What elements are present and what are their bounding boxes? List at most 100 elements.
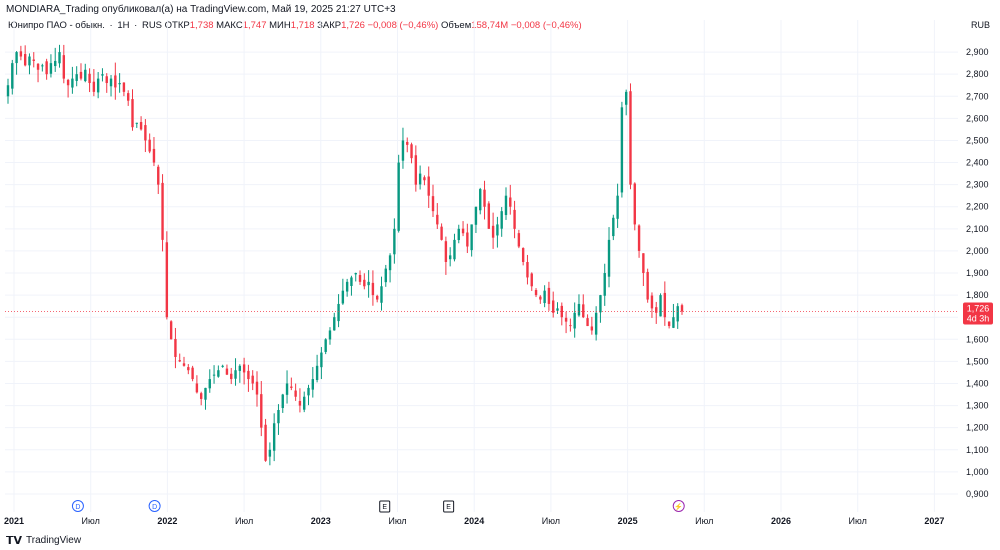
currency-label: RUB bbox=[971, 20, 990, 30]
earnings-icon bbox=[443, 500, 455, 513]
publisher-header: MONDIARA_Trading опубликовал(а) на Tradi… bbox=[6, 4, 396, 15]
y-tick-label: 2,200 bbox=[966, 202, 989, 212]
candle-body bbox=[324, 339, 327, 352]
candle-body bbox=[208, 379, 211, 389]
candle-body bbox=[182, 363, 186, 366]
candle-body bbox=[251, 375, 254, 384]
candle-body bbox=[406, 141, 409, 145]
interval-label[interactable]: 1Н bbox=[117, 20, 130, 31]
y-tick-label: 2,500 bbox=[966, 135, 989, 145]
brand-name: TradingView bbox=[26, 535, 82, 546]
candle-body bbox=[84, 69, 87, 82]
candle-body bbox=[96, 78, 100, 93]
candle-body bbox=[79, 71, 83, 79]
candle-body bbox=[573, 312, 576, 329]
candle-body bbox=[54, 60, 57, 67]
candle-body bbox=[358, 274, 362, 282]
x-tick-label: Июл bbox=[82, 516, 100, 526]
event-symbol: E bbox=[382, 504, 387, 511]
x-tick-label: Июл bbox=[235, 516, 253, 526]
candle-body bbox=[230, 373, 233, 380]
event-symbol: ⚡ bbox=[674, 502, 683, 511]
candle-body bbox=[457, 228, 460, 241]
candle-body bbox=[118, 83, 121, 85]
low-label: МИН bbox=[269, 20, 291, 31]
candle-body bbox=[238, 365, 242, 371]
candle-body bbox=[496, 224, 499, 236]
candle-body bbox=[28, 56, 31, 66]
close-label: ЗАКР bbox=[317, 20, 342, 31]
candle-body bbox=[586, 318, 589, 327]
event-marker-earnings[interactable]: E bbox=[379, 500, 391, 513]
candle-body bbox=[135, 122, 138, 124]
candle-body bbox=[178, 360, 181, 362]
candle-body bbox=[444, 241, 448, 262]
candle-body bbox=[367, 281, 370, 286]
candle-body bbox=[221, 365, 224, 367]
candle-body bbox=[564, 317, 568, 322]
candle-body bbox=[49, 63, 53, 74]
candle-body bbox=[642, 253, 645, 274]
candle-body bbox=[431, 196, 435, 212]
candle-body bbox=[500, 211, 503, 229]
y-axis[interactable]: 2,900 2,800 2,700 2,600 2,500 2,400 2,300 2,200… bbox=[966, 47, 989, 499]
event-marker-dividend[interactable]: D bbox=[71, 500, 84, 512]
candle-body bbox=[19, 51, 23, 57]
event-marker-event[interactable]: ⚡ bbox=[672, 500, 685, 512]
candle-body bbox=[122, 82, 126, 92]
candle-body bbox=[620, 107, 624, 193]
candle-body bbox=[410, 144, 413, 159]
candle-body bbox=[307, 387, 310, 396]
events: D D E E ⚡ bbox=[71, 500, 685, 513]
candle-body bbox=[624, 91, 628, 105]
x-tick-label: Июл bbox=[388, 516, 406, 526]
y-tick-label: 2,100 bbox=[966, 224, 989, 234]
candle-body bbox=[453, 239, 456, 260]
candle-body bbox=[303, 396, 306, 410]
candle-body bbox=[337, 303, 340, 322]
candle-body bbox=[530, 273, 533, 287]
y-tick-label: 1,600 bbox=[966, 334, 989, 344]
candle-body bbox=[105, 76, 108, 84]
candle-body bbox=[504, 195, 508, 216]
y-tick-label: 1,200 bbox=[966, 423, 989, 433]
x-axis[interactable]: 2021 Июл 2022 Июл 2023 Июл 2024 Июл 2025 Июл 2026 И… bbox=[4, 516, 944, 526]
candle-body bbox=[560, 305, 563, 318]
candle-body bbox=[371, 282, 375, 296]
candle-body bbox=[569, 325, 572, 327]
candle-body bbox=[157, 166, 160, 185]
open-label: ОТКР bbox=[164, 20, 190, 31]
candle-body bbox=[169, 321, 173, 340]
candle-body bbox=[474, 206, 478, 225]
candle-body bbox=[470, 224, 473, 251]
candle-body bbox=[616, 195, 619, 219]
candle-body bbox=[320, 352, 323, 368]
y-tick-label: 0,900 bbox=[966, 489, 989, 499]
candle-body bbox=[15, 52, 18, 64]
candle-body bbox=[36, 63, 40, 70]
candle-body bbox=[461, 228, 465, 234]
candle-body bbox=[393, 228, 396, 255]
candle-body bbox=[62, 55, 66, 79]
y-tick-label: 2,400 bbox=[966, 158, 989, 168]
y-tick-label: 1,800 bbox=[966, 290, 989, 300]
candle-body bbox=[187, 367, 190, 371]
symbol-name[interactable]: Юнипро ПАО - обыкн. bbox=[8, 20, 105, 31]
y-tick-label: 2,800 bbox=[966, 69, 989, 79]
candle-body bbox=[414, 155, 418, 185]
change-value: −0,008 (−0,46%) bbox=[367, 20, 439, 31]
candle-body bbox=[491, 225, 495, 238]
candle-body bbox=[294, 390, 297, 397]
event-symbol: D bbox=[152, 504, 157, 511]
candle-body bbox=[328, 330, 332, 340]
candle-body bbox=[290, 386, 293, 388]
y-tick-label: 1,400 bbox=[966, 378, 989, 388]
dividend-icon bbox=[71, 500, 84, 512]
candle-body bbox=[41, 65, 44, 67]
candle-body bbox=[11, 63, 14, 89]
event-marker-earnings[interactable]: E bbox=[443, 500, 455, 513]
event-marker-dividend[interactable]: D bbox=[148, 500, 161, 512]
candle-body bbox=[234, 370, 237, 379]
candle-body bbox=[599, 295, 602, 313]
